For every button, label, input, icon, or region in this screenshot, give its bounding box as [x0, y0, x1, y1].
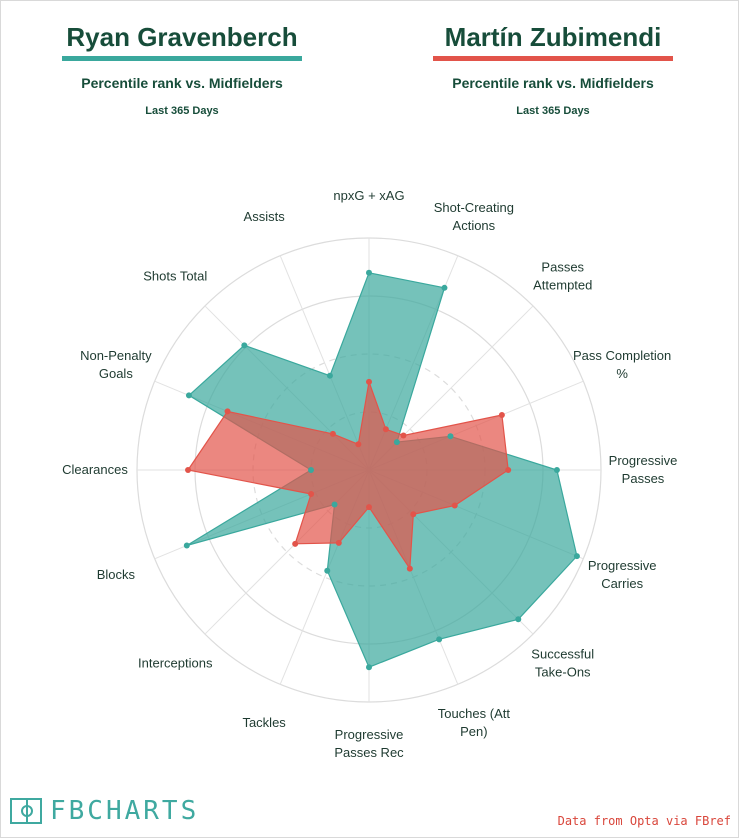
axis-label: Shots Total: [143, 268, 207, 283]
series-2-point: [366, 378, 372, 385]
series-1-point: [447, 433, 454, 440]
player1-period: Last 365 Days: [145, 105, 219, 117]
axis-label: Touches (Att Pen): [438, 706, 511, 739]
series-2-point: [505, 467, 512, 473]
player1-underline: [62, 56, 302, 61]
series-1-point: [366, 269, 372, 276]
series-2-point: [329, 430, 336, 437]
series-2-point: [451, 502, 458, 509]
player1-subtitle: Percentile rank vs. Midfielders: [81, 75, 283, 91]
player2-header: Martín Zubimendi Percentile rank vs. Mid…: [403, 20, 703, 117]
axis-label: Interceptions: [138, 656, 213, 671]
player1-name: Ryan Gravenberch: [66, 22, 298, 52]
series-1-point: [573, 553, 580, 560]
series-1-point: [185, 392, 192, 399]
axis-label: Passes Attempted: [533, 259, 592, 292]
axis-label: Non-Penalty Goals: [80, 348, 152, 381]
data-source: Data from Opta via FBref: [557, 814, 731, 828]
series-2-point: [366, 504, 372, 511]
player2-period: Last 365 Days: [516, 105, 590, 117]
player1-header: Ryan Gravenberch Percentile rank vs. Mid…: [32, 20, 332, 117]
series-2-point: [224, 408, 231, 415]
series-2-point: [185, 467, 192, 473]
series-2-point: [400, 432, 407, 439]
pitch-icon: [10, 798, 42, 824]
series-1-point: [331, 501, 338, 508]
series-1-point: [183, 542, 190, 549]
axis-label: Pass Completion%: [573, 348, 671, 381]
axis-label: Tackles: [242, 715, 286, 730]
player2-subtitle: Percentile rank vs. Midfielders: [452, 75, 654, 91]
series-2-point: [382, 426, 389, 433]
series-1-point: [436, 636, 443, 643]
axis-label: Blocks: [97, 567, 136, 582]
axis-label: Successful Take-Ons: [531, 647, 594, 680]
fbcharts-logo: FBCHARTS: [10, 795, 199, 827]
series-1-point: [553, 467, 560, 473]
series-2-point: [406, 565, 413, 572]
series-1-point: [441, 284, 448, 291]
series-2-point: [308, 490, 315, 497]
series-1-point: [324, 567, 331, 574]
axis-label: Progressive Passes Rec: [334, 727, 404, 760]
series-2-point: [410, 511, 417, 518]
series-1-point: [515, 616, 522, 623]
series-2-point: [335, 539, 342, 546]
series-1-point: [308, 467, 314, 473]
series-1-point: [326, 372, 333, 379]
axis-label: Assists: [244, 209, 286, 224]
axis-label: Progressive Carries: [588, 558, 657, 591]
series-1-point: [366, 664, 372, 671]
axis-label: Progressive Passes: [609, 453, 678, 486]
player2-name: Martín Zubimendi: [444, 22, 662, 52]
player2-underline: [433, 56, 673, 61]
series-1-point: [241, 342, 248, 349]
series-1-point: [393, 439, 400, 446]
axis-label: Shot-Creating Actions: [434, 200, 514, 233]
logo-text: FBCHARTS: [50, 796, 200, 826]
axis-label: npxG + xAG: [333, 188, 404, 203]
series-2-point: [355, 441, 362, 448]
axis-label: Clearances: [62, 462, 128, 477]
series-2-point: [292, 540, 299, 547]
series-2-point: [498, 411, 505, 418]
